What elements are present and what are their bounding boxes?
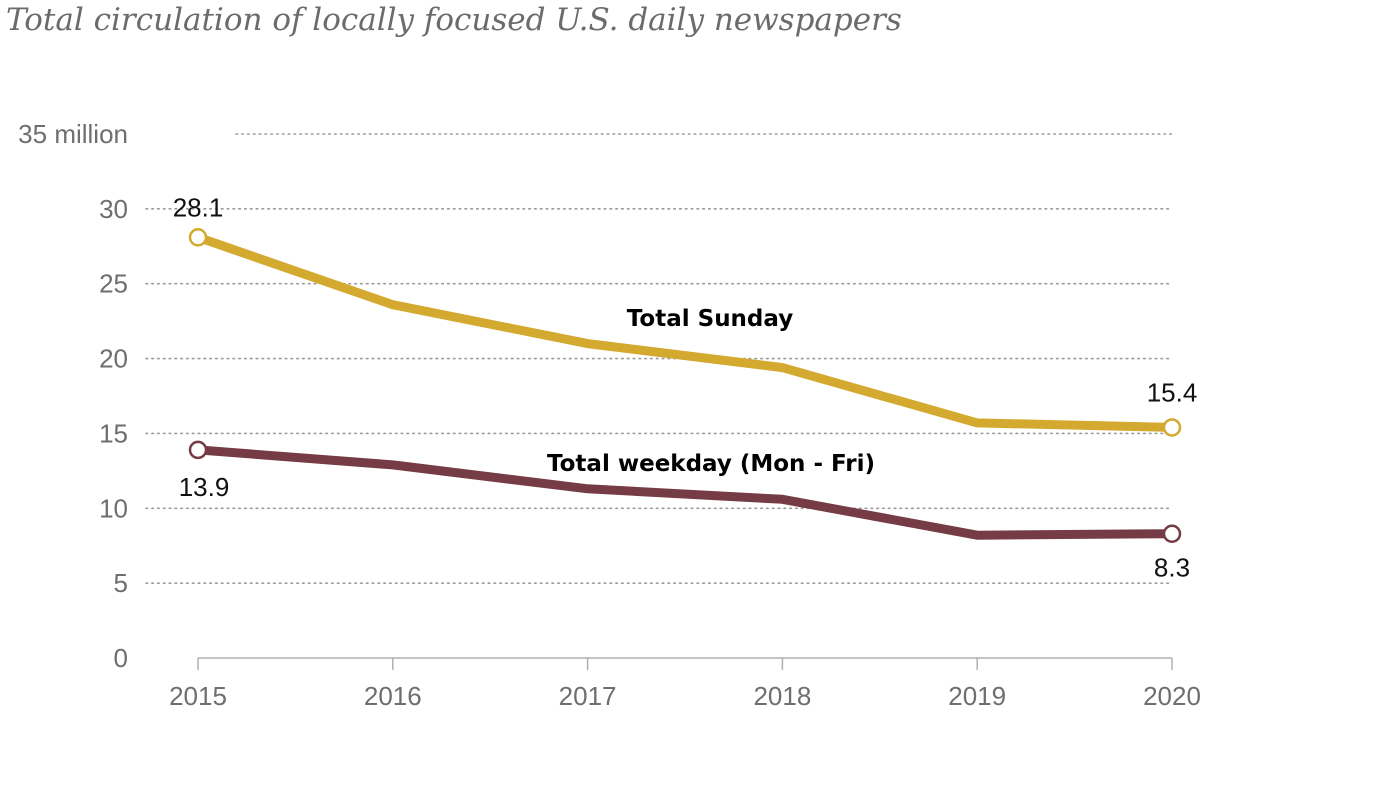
y-tick-label: 30	[99, 194, 128, 224]
y-tick-label: 25	[99, 269, 128, 299]
series-label-weekday: Total weekday (Mon - Fri)	[547, 451, 875, 477]
y-tick-label: 5	[114, 568, 128, 598]
y-tick-label: 0	[114, 643, 128, 673]
y-tick-label: 10	[99, 493, 128, 523]
endpoint-marker	[1162, 524, 1182, 543]
x-tick-label: 2016	[364, 681, 422, 711]
data-label-weekday-start: 13.9	[179, 472, 230, 502]
x-tick-label: 2019	[948, 681, 1006, 711]
y-tick-label: 15	[99, 418, 128, 448]
series-label-sunday: Total Sunday	[627, 306, 793, 332]
chart-title: Total circulation of locally focused U.S…	[6, 2, 902, 38]
data-label-sunday-end: 15.4	[1147, 377, 1198, 407]
x-axis: 2015 2016 2017 2018 2019 2020	[169, 657, 1201, 711]
x-tick-label: 2020	[1143, 681, 1201, 711]
series-line-weekday	[193, 445, 1177, 540]
gridlines: 0 5 10 15 20 25 30 35 million	[18, 119, 1173, 673]
x-tick-label: 2018	[753, 681, 811, 711]
endpoint-marker	[1162, 418, 1182, 437]
y-tick-label: 20	[99, 344, 128, 374]
data-label-sunday-start: 28.1	[173, 192, 224, 222]
data-label-weekday-end: 8.3	[1154, 553, 1190, 583]
data-labels: 28.1 15.4 13.9 8.3 Total Sunday Total weekday…	[173, 192, 1198, 582]
endpoint-marker	[188, 440, 208, 460]
series-line-sunday	[193, 232, 1177, 432]
x-tick-label: 2015	[169, 681, 227, 711]
x-tick-label: 2017	[559, 681, 617, 711]
y-tick-label: 35 million	[18, 119, 128, 149]
series-lines	[188, 228, 1182, 543]
endpoint-marker	[188, 228, 208, 247]
